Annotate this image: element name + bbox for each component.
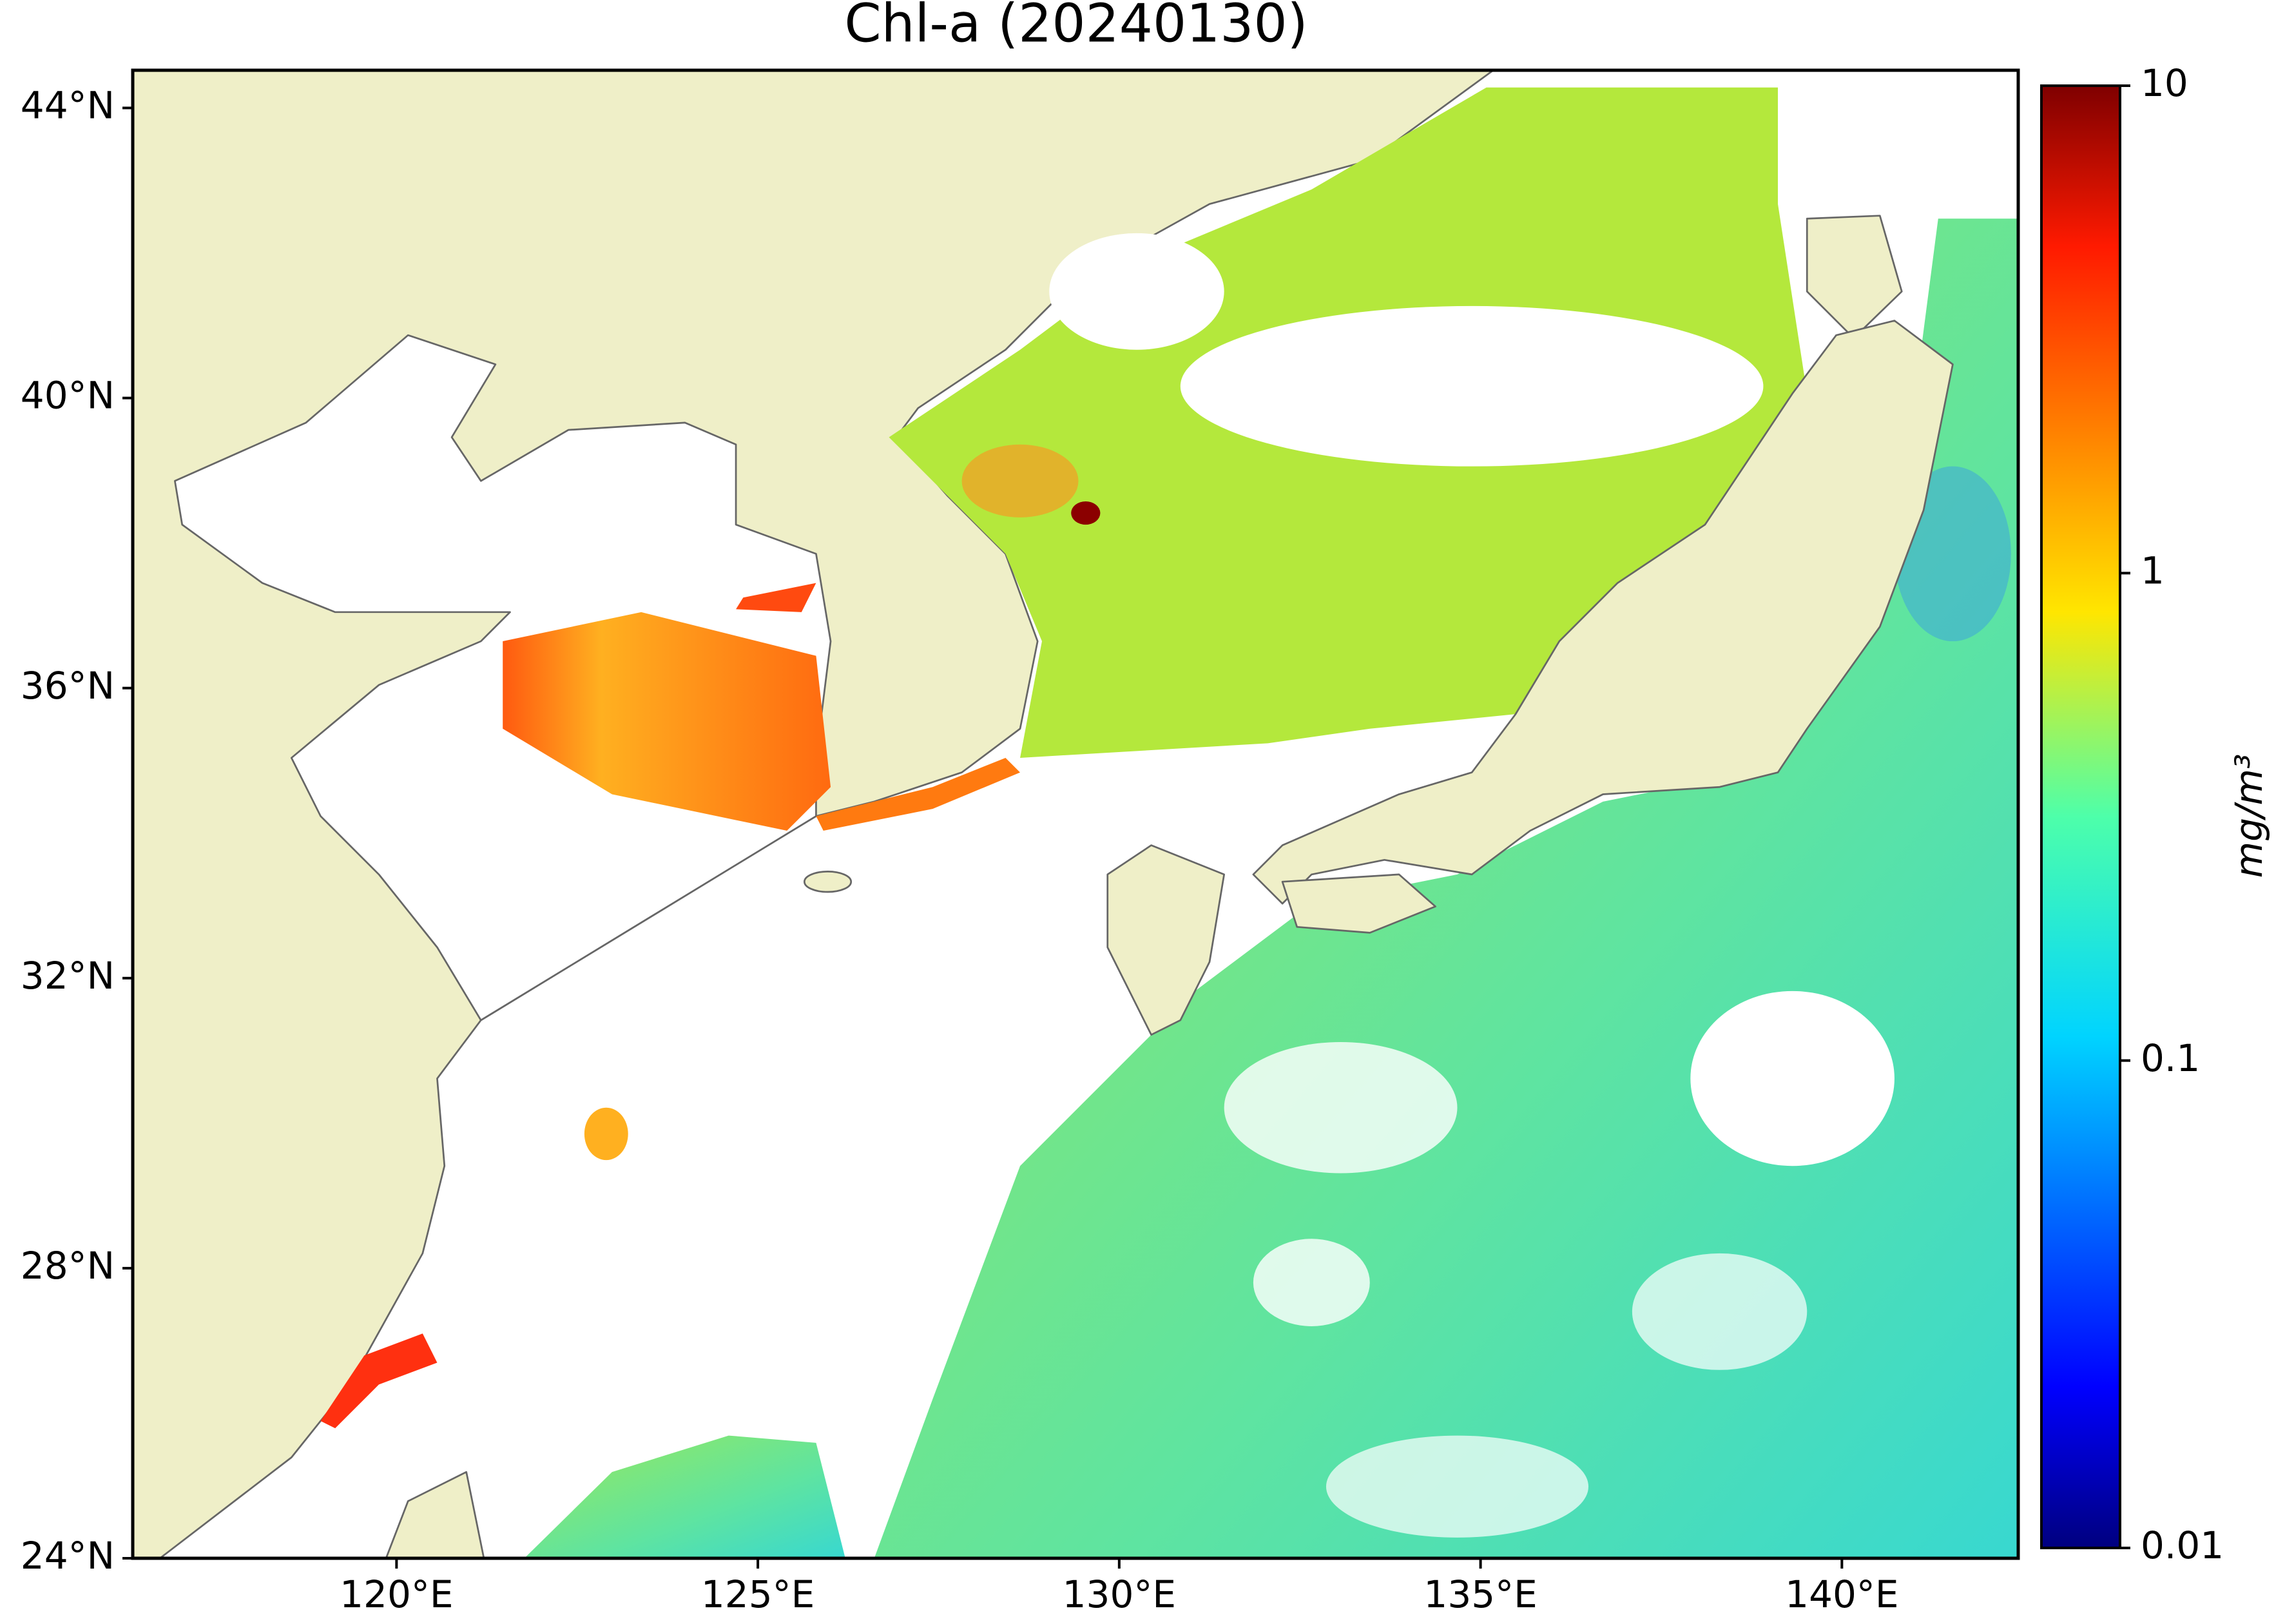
colorbar-tick-label: 1 <box>2141 548 2164 592</box>
map-image <box>132 70 2019 1558</box>
colorbar-tick-label: 0.01 <box>2141 1523 2224 1567</box>
x-tick-label: 130°E <box>1063 1572 1176 1616</box>
map-frame <box>131 68 2020 1560</box>
map-title: Chl-a (20240130) <box>844 0 1307 54</box>
colorbar-tick-label: 0.1 <box>2141 1036 2200 1080</box>
y-tick-label: 44°N <box>21 84 115 128</box>
y-tick-label: 40°N <box>21 374 115 418</box>
colorbar <box>2040 84 2121 1549</box>
y-tick-label: 36°N <box>21 664 115 708</box>
colorbar-tick-label: 10 <box>2141 61 2188 105</box>
y-tick-label: 28°N <box>21 1244 115 1288</box>
x-tick-label: 140°E <box>1785 1572 1898 1616</box>
y-tick-label: 24°N <box>21 1534 115 1578</box>
x-tick-label: 120°E <box>340 1572 453 1616</box>
y-tick-label: 32°N <box>21 954 115 998</box>
x-tick-label: 135°E <box>1423 1572 1537 1616</box>
colorbar-label: mg/m³ <box>2227 754 2271 878</box>
x-tick-label: 125°E <box>701 1572 815 1616</box>
